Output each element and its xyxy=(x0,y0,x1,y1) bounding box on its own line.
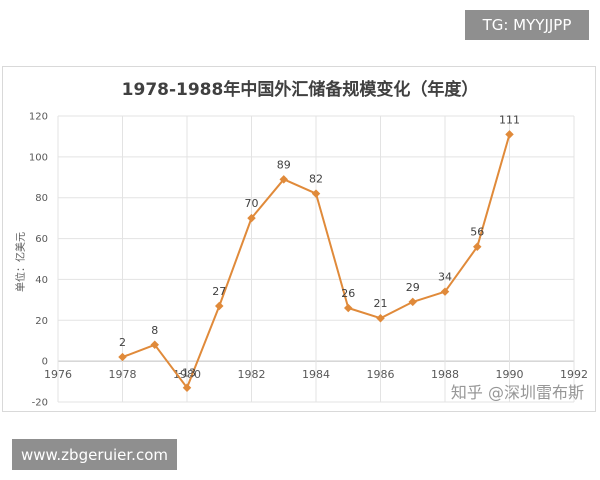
x-tick-label-1988: 1988 xyxy=(431,368,459,381)
data-label-1978: 2 xyxy=(119,336,126,349)
zhihu-watermark: 知乎 @深圳雷布斯 xyxy=(451,383,584,402)
data-point-1983 xyxy=(279,175,288,184)
data-label-1986: 21 xyxy=(374,297,388,310)
data-label-1989: 56 xyxy=(470,226,484,239)
data-point-1978 xyxy=(118,352,127,362)
y-tick-label-100: 100 xyxy=(29,152,48,163)
data-label-1983: 89 xyxy=(277,158,291,171)
x-tick-label-1986: 1986 xyxy=(367,368,395,381)
data-points xyxy=(118,130,514,392)
data-label-1979: 8 xyxy=(151,324,158,337)
telegram-watermark: TG: MYYJJPP xyxy=(465,10,589,40)
y-tick-label-60: 60 xyxy=(35,234,48,245)
data-point-1981 xyxy=(215,301,224,311)
x-tick-label-1976: 1976 xyxy=(44,368,72,381)
y-tick-label-40: 40 xyxy=(35,275,48,286)
data-label-1980: -13 xyxy=(178,367,196,380)
data-point-1987 xyxy=(408,297,417,307)
y-axis-label: 单位：亿美元 xyxy=(14,232,27,292)
data-point-1989 xyxy=(473,242,482,251)
y-tick-label-80: 80 xyxy=(35,193,48,204)
data-point-1986 xyxy=(376,314,385,323)
grid-lines xyxy=(57,115,575,403)
chart-title: 1978-1988年中国外汇储备规模变化（年度） xyxy=(122,79,479,100)
data-point-1980 xyxy=(182,383,192,392)
data-point-1982 xyxy=(247,213,256,223)
y-tick-label-20: 20 xyxy=(35,316,48,327)
x-tick-label-1978: 1978 xyxy=(109,368,137,381)
x-tick-label-1990: 1990 xyxy=(496,368,524,381)
data-point-1984 xyxy=(311,189,321,198)
y-tick-label--20: -20 xyxy=(32,398,48,409)
data-labels: 2 8 -13 27 70 89 82 26 21 29 34 56 111 xyxy=(119,113,520,379)
data-point-1988 xyxy=(440,287,450,296)
data-label-1982: 70 xyxy=(245,197,259,210)
data-label-1985: 26 xyxy=(341,287,355,300)
data-label-1984: 82 xyxy=(309,173,323,186)
data-label-1987: 29 xyxy=(406,281,420,294)
x-tick-label-1984: 1984 xyxy=(302,368,330,381)
data-label-1981: 27 xyxy=(212,285,226,298)
x-tick-label-1992: 1992 xyxy=(560,368,588,381)
data-point-1979 xyxy=(150,340,159,350)
data-label-1988: 34 xyxy=(438,271,452,284)
data-label-1990: 111 xyxy=(499,113,520,126)
data-point-1985 xyxy=(344,303,353,313)
data-point-1990 xyxy=(505,130,514,139)
y-tick-label-0: 0 xyxy=(42,357,48,368)
x-tick-label-1982: 1982 xyxy=(238,368,266,381)
y-tick-label-120: 120 xyxy=(29,112,48,123)
site-watermark: www.zbgeruier.com xyxy=(12,439,177,470)
